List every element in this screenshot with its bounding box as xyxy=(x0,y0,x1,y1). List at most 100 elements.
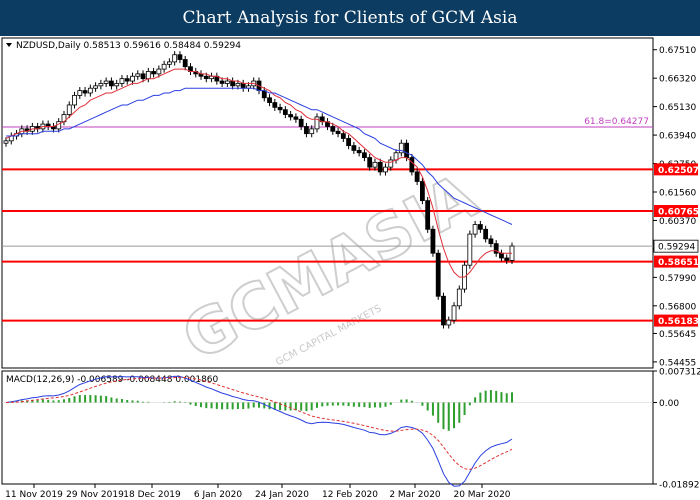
candle-body xyxy=(282,109,288,115)
candle-body xyxy=(456,288,462,307)
candle-body xyxy=(298,118,304,127)
candle-body xyxy=(488,238,494,245)
candle-body xyxy=(272,102,278,108)
candle-body xyxy=(493,243,499,254)
x-tick-label: 11 Nov 2019 xyxy=(5,490,63,500)
candle-body xyxy=(166,61,172,65)
candle-body xyxy=(372,161,378,168)
candle-body xyxy=(98,83,104,87)
candle-body xyxy=(346,138,352,147)
candle-body xyxy=(235,83,241,87)
candle-body xyxy=(156,68,162,75)
price-y-tick-label: 0.66320 xyxy=(659,75,696,85)
candle-body xyxy=(367,157,373,168)
price-y-tick-label: 0.60370 xyxy=(659,217,696,227)
level-label-box xyxy=(654,314,698,327)
current-price-box xyxy=(653,239,699,253)
macd-label: MACD(12,26,9) -0.006589 -0.008448 0.0018… xyxy=(6,375,219,385)
macd-line xyxy=(5,375,513,487)
candle-body xyxy=(288,114,294,118)
candle-body xyxy=(124,78,130,82)
candle-body xyxy=(504,257,510,261)
candle-body xyxy=(203,75,209,80)
x-tick-label: 12 Feb 2020 xyxy=(322,490,378,500)
candle-body xyxy=(351,145,357,151)
candle-body xyxy=(145,71,151,80)
level-label-box xyxy=(654,205,698,218)
candle-body xyxy=(93,85,99,89)
candle-body xyxy=(161,63,167,70)
candle-body xyxy=(182,59,188,68)
candle-body xyxy=(77,90,83,96)
candle-body xyxy=(330,126,336,132)
candle-body xyxy=(409,157,415,173)
candle-body xyxy=(404,142,409,158)
macd-y-tick-label: 0.007312 xyxy=(659,368,700,378)
candle-body xyxy=(87,87,93,94)
candle-body xyxy=(66,104,72,115)
candle-body xyxy=(435,252,441,297)
price-y-tick-label: 0.65130 xyxy=(659,103,696,113)
symbol-label: NZDUSD,Daily 0.58513 0.59616 0.58484 0.5… xyxy=(16,41,241,51)
price-y-tick-label: 0.57990 xyxy=(659,274,696,284)
price-panel-frame xyxy=(1,37,654,369)
candle-body xyxy=(82,90,88,94)
level-label: 0.60765 xyxy=(658,208,699,218)
price-y-tick-label: 0.63940 xyxy=(659,132,696,142)
level-label-box xyxy=(654,255,698,268)
candle-body xyxy=(451,305,457,321)
candle-body xyxy=(109,80,114,87)
level-label: 0.62507 xyxy=(658,166,699,176)
candle-body xyxy=(430,228,436,254)
candle-body xyxy=(103,80,109,84)
price-y-tick-label: 0.56800 xyxy=(659,302,696,312)
level-label: 0.58651 xyxy=(658,258,699,268)
macd-panel-frame xyxy=(1,370,654,485)
candle-body xyxy=(224,80,230,84)
fibonacci-label: 61.8=0.64277 xyxy=(584,117,649,127)
price-y-tick-label: 0.61560 xyxy=(659,189,696,199)
candle-body xyxy=(467,233,473,266)
candle-body xyxy=(446,319,452,326)
candle-body xyxy=(499,252,504,259)
candle-body xyxy=(340,133,346,139)
candle-body xyxy=(377,161,383,173)
x-tick-label: 18 Dec 2019 xyxy=(123,490,181,500)
candle-body xyxy=(230,80,236,87)
x-tick-label: 24 Jan 2020 xyxy=(255,490,309,500)
x-tick-label: 6 Jan 2020 xyxy=(194,490,242,500)
x-tick-label: 29 Nov 2019 xyxy=(66,490,124,500)
macd-signal-line xyxy=(5,376,513,470)
candle-body xyxy=(335,130,341,135)
candle-body xyxy=(172,54,178,63)
candle-body xyxy=(277,106,283,111)
candle-body xyxy=(425,200,431,230)
price-y-tick-label: 0.67510 xyxy=(659,46,696,56)
candle-body xyxy=(56,121,62,130)
candle-body xyxy=(119,78,125,84)
candle-body xyxy=(356,149,362,154)
moving-average-red xyxy=(5,68,512,278)
candle-body xyxy=(441,295,446,326)
x-tick-label: 2 Mar 2020 xyxy=(389,490,441,500)
candle-body xyxy=(72,94,77,106)
current-price-label: 0.59294 xyxy=(658,243,695,253)
candle-body xyxy=(477,224,483,230)
macd-y-tick-label: -0.018925 xyxy=(659,481,700,491)
candle-body xyxy=(3,140,9,144)
x-tick-label: 20 Mar 2020 xyxy=(453,490,510,500)
candle-body xyxy=(177,54,183,60)
candle-body xyxy=(314,116,320,130)
candle-body xyxy=(130,75,135,82)
candle-body xyxy=(398,142,404,154)
candle-body xyxy=(240,83,246,89)
price-y-tick-label: 0.55645 xyxy=(659,330,696,340)
candle-body xyxy=(293,116,299,120)
candle-body xyxy=(483,228,489,240)
level-label-box xyxy=(654,163,698,176)
candle-body xyxy=(309,128,315,135)
candle-body xyxy=(419,181,425,202)
candle-body xyxy=(140,73,146,80)
candle-body xyxy=(135,73,141,77)
level-label: 0.56183 xyxy=(658,317,699,327)
